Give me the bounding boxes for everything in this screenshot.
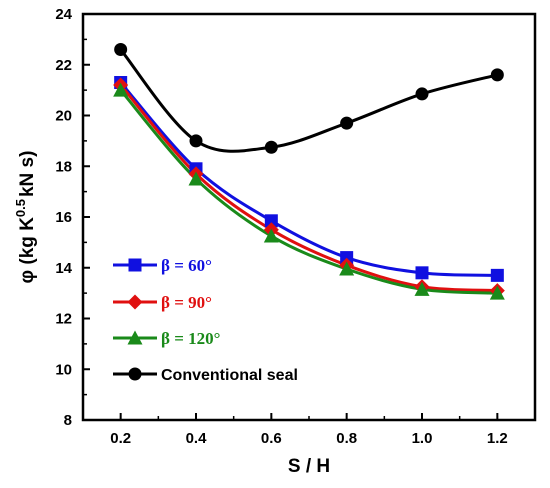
y-tick-label: 16 [55, 209, 72, 226]
y-axis-label-main: φ (kg K [17, 217, 38, 284]
legend-label-3: Conventional seal [161, 367, 298, 384]
series-2-point [414, 281, 430, 296]
x-tick-label: 1.0 [412, 430, 433, 447]
x-tick-label: 0.8 [336, 430, 357, 447]
y-axis-label-superscript: 0.5 [13, 199, 28, 217]
x-tick-label: 1.2 [487, 430, 508, 447]
legend-marker-3 [128, 367, 142, 381]
series-0-point [264, 214, 278, 228]
series-2-point [188, 171, 204, 186]
y-tick-label: 14 [55, 260, 72, 277]
series-0-point [415, 266, 429, 280]
x-tick-label: 0.4 [186, 430, 208, 447]
legend: β = 60° β = 90° β = 120° Conventional seal [113, 256, 298, 384]
markers-layer [113, 43, 505, 300]
series-2-point [489, 285, 505, 300]
y-tick-label: 8 [64, 412, 72, 429]
y-tick-label: 22 [55, 57, 72, 74]
series-3-point [114, 43, 128, 57]
y-tick-label: 20 [55, 108, 72, 125]
series-2-point [339, 261, 355, 276]
legend-label-2: β = 120° [161, 329, 220, 348]
x-ticks: 0.2 0.4 0.6 0.8 1.0 1.2 [82, 413, 536, 447]
legend-marker-0 [128, 258, 142, 272]
y-tick-label: 18 [55, 158, 72, 175]
series-3-point [340, 116, 354, 130]
x-axis-label: S / H [288, 456, 330, 477]
series-line-0 [119, 81, 498, 277]
series-3-point [264, 140, 278, 154]
series-3-point [415, 87, 429, 101]
series-line-3 [119, 48, 498, 153]
legend-marker-2 [127, 330, 143, 345]
legend-marker-1 [127, 294, 143, 310]
x-tick-label: 0.6 [261, 430, 282, 447]
legend-label-0: β = 60° [161, 256, 212, 275]
y-axis-label: φ (kg K0.5 kN s) [13, 151, 38, 284]
y-tick-label: 12 [55, 311, 72, 328]
series-3-point [189, 134, 203, 148]
y-axis-label-tail: kN s) [17, 151, 38, 197]
series-2-point [263, 228, 279, 243]
y-ticks: 8 10 12 14 16 18 20 22 24 [55, 6, 90, 429]
y-tick-label: 10 [55, 361, 72, 378]
series-2-point [113, 82, 129, 97]
series-3-point [490, 68, 504, 82]
legend-label-1: β = 90° [161, 293, 212, 312]
series-0-point [490, 268, 504, 282]
series-0-point [340, 251, 354, 265]
plot-frame [81, 12, 537, 422]
x-tick-label: 0.2 [110, 430, 131, 447]
y-tick-label: 24 [55, 6, 72, 23]
